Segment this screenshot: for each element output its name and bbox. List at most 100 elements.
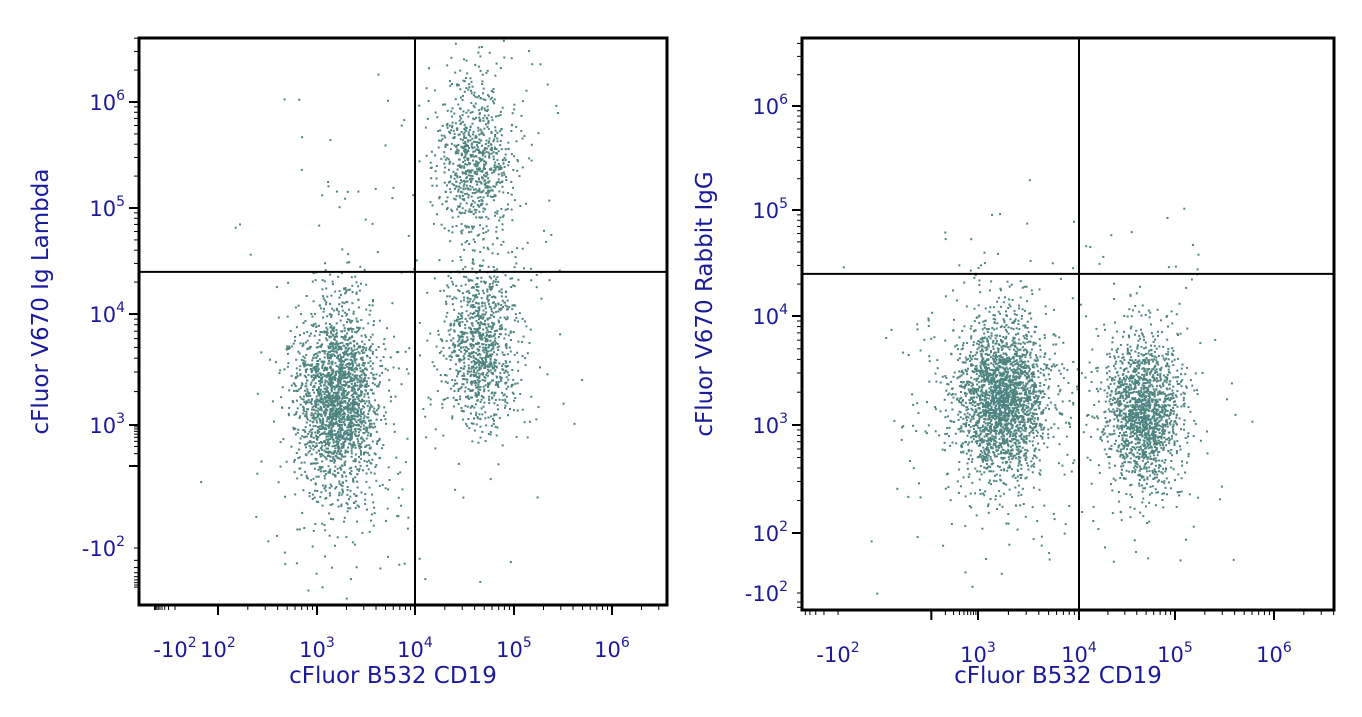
event-dot (400, 504, 403, 507)
event-dot (494, 185, 497, 188)
event-dot (992, 347, 995, 350)
event-dot (478, 332, 481, 335)
event-dot (471, 389, 474, 392)
event-dot (489, 431, 492, 433)
event-dot (479, 401, 482, 403)
event-dot (1039, 348, 1042, 351)
event-dot (338, 375, 341, 378)
event-dot (989, 424, 992, 427)
event-dot (325, 433, 328, 436)
quadrant-gate[interactable] (139, 38, 667, 605)
event-dot (294, 306, 297, 309)
event-dot (343, 406, 345, 409)
event-dot (476, 164, 479, 167)
event-dot (476, 376, 479, 378)
event-dot (494, 343, 497, 346)
event-dot (318, 380, 320, 383)
event-dot (329, 139, 332, 142)
event-dot (336, 309, 339, 311)
event-dot (1024, 515, 1027, 518)
event-dot (468, 367, 470, 370)
event-dot (349, 358, 352, 361)
event-dot (480, 130, 483, 133)
event-dot (333, 353, 335, 356)
event-dot (489, 148, 492, 151)
event-dot (487, 185, 490, 188)
event-dot (443, 320, 446, 323)
event-dot (302, 405, 305, 408)
event-dot (310, 412, 313, 415)
event-dot (448, 333, 451, 336)
event-dot (351, 402, 354, 405)
event-dot (319, 378, 322, 381)
event-dot (487, 121, 490, 124)
event-dot (318, 417, 321, 420)
event-dot (355, 403, 358, 406)
event-dot (457, 390, 460, 393)
event-dot (495, 329, 498, 332)
event-dot (978, 478, 981, 481)
event-dot (335, 370, 338, 373)
event-dot (331, 459, 334, 462)
event-dot (967, 388, 970, 391)
event-dot (454, 382, 456, 385)
event-dot (441, 203, 444, 206)
event-dot (361, 364, 364, 367)
event-dot (294, 385, 297, 388)
event-dot (481, 358, 483, 361)
event-dot (331, 452, 334, 455)
event-dot (490, 167, 492, 170)
event-dot (374, 425, 377, 428)
event-dot (302, 412, 305, 415)
event-dot (478, 413, 481, 416)
event-dot (341, 363, 344, 366)
event-dot (321, 432, 324, 435)
event-dot (322, 399, 325, 402)
event-dot (337, 365, 340, 368)
event-dot (369, 336, 372, 339)
event-dot (489, 353, 492, 356)
event-dot (1001, 344, 1004, 347)
event-dot (507, 374, 510, 377)
event-dot (468, 427, 471, 430)
event-dot (521, 340, 523, 343)
event-dot (994, 426, 997, 429)
event-dot (344, 400, 347, 403)
event-dot (502, 39, 505, 42)
event-dot (285, 348, 288, 351)
event-dot (339, 353, 341, 356)
event-dot (338, 480, 341, 483)
event-dot (318, 408, 321, 411)
event-dot (486, 108, 489, 111)
event-dot (482, 309, 485, 312)
event-dot (1030, 465, 1033, 468)
event-dot (351, 361, 354, 364)
event-dot (364, 376, 367, 379)
event-dot (463, 136, 466, 139)
event-dot (468, 398, 471, 400)
event-dot (508, 346, 511, 349)
event-dot (525, 89, 528, 92)
event-dot (345, 291, 348, 294)
event-dot (356, 409, 359, 412)
event-dot (357, 306, 360, 309)
event-dot (362, 372, 365, 375)
event-dot (454, 42, 457, 45)
event-dot (372, 410, 375, 413)
event-dot (313, 405, 316, 408)
event-dot (511, 112, 514, 115)
event-dot (1017, 464, 1020, 467)
event-dot (341, 301, 344, 304)
event-dot (485, 147, 488, 150)
event-dot (292, 382, 295, 385)
event-dot (441, 340, 444, 343)
event-dot (301, 435, 304, 438)
event-dot (303, 527, 306, 529)
event-dot (326, 372, 329, 375)
event-dot (1008, 464, 1011, 467)
event-dot (312, 374, 315, 377)
event-dot (341, 488, 344, 491)
event-dot (341, 373, 344, 376)
event-dot (461, 338, 464, 341)
event-dot (463, 145, 466, 148)
